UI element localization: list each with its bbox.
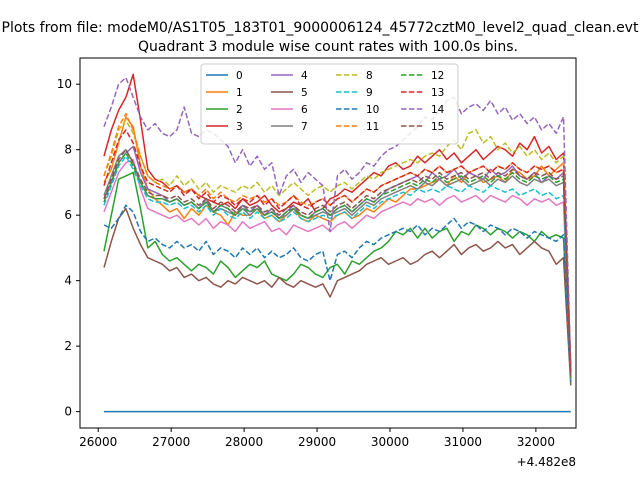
legend-label-9: 9 [366,87,373,99]
legend-label-7: 7 [301,121,308,133]
series-line-15 [103,148,572,379]
series-line-13 [103,129,572,373]
x-tick-label: 27000 [152,435,190,449]
plot-frame [79,57,577,429]
series-line-1 [103,116,572,383]
x-tick-label: 26000 [79,435,117,449]
x-tick-label: 32000 [517,435,555,449]
legend-label-3: 3 [236,121,243,133]
legend-label-4: 4 [301,70,308,82]
legend-label-12: 12 [431,70,444,82]
legend-label-10: 10 [366,104,379,116]
series-line-3 [103,73,572,370]
series-line-5 [103,207,572,386]
legend-label-15: 15 [431,121,444,133]
series-line-6 [103,158,572,383]
x-tick-label: 30000 [371,435,409,449]
y-tick-label: 6 [64,208,72,222]
series-line-8 [103,119,572,373]
legend-label-0: 0 [236,70,243,82]
x-axis-offset-label: +4.482e8 [517,455,576,469]
legend-label-8: 8 [366,70,373,82]
legend-label-1: 1 [236,87,243,99]
series-line-9 [103,155,572,379]
x-axis: 26000 27000 28000 29000 30000 31000 32000 [79,428,555,449]
series-line-2 [103,171,572,379]
series-line-12 [103,152,572,379]
y-tick-label: 2 [64,339,72,353]
legend-label-6: 6 [301,104,308,116]
y-axis: 0 2 4 6 8 10 [57,77,80,419]
figure-suptitle: Plots from file: modeM0/AS1T05_183T01_90… [1,20,639,36]
series-layer [103,73,572,413]
y-tick-label: 10 [57,77,72,91]
legend-label-14: 14 [431,104,445,116]
series-line-10 [103,204,572,383]
y-tick-label: 4 [64,274,72,288]
x-tick-label: 28000 [225,435,263,449]
legend-box [200,63,459,145]
x-tick-label: 29000 [298,435,336,449]
x-tick-label: 31000 [444,435,482,449]
y-tick-label: 8 [64,143,72,157]
legend-label-5: 5 [301,87,308,99]
legend-label-2: 2 [236,104,243,116]
legend-label-13: 13 [431,87,444,99]
series-line-14 [103,76,572,370]
legend-label-11: 11 [366,121,379,133]
chart-title: Quadrant 3 module wise count rates with … [138,39,518,55]
y-tick-label: 0 [64,405,72,419]
